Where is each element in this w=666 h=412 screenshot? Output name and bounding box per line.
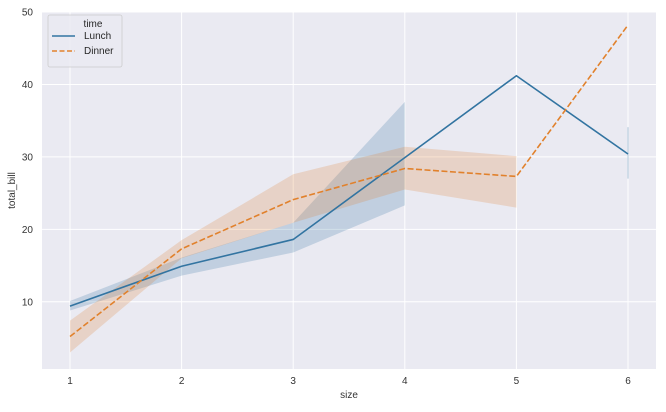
y-tick-label: 30 xyxy=(22,152,34,163)
legend: time Lunch Dinner xyxy=(47,14,123,68)
legend-label-dinner: Dinner xyxy=(84,46,114,57)
series-line-dinner xyxy=(69,24,629,338)
legend-box xyxy=(47,14,123,68)
legend-label-lunch: Lunch xyxy=(84,31,111,42)
y-axis-label: total_bill xyxy=(7,172,18,209)
x-axis-label: size xyxy=(340,390,358,401)
y-tick-label: 50 xyxy=(22,8,34,19)
x-tick-label: 5 xyxy=(514,376,520,387)
legend-title: time xyxy=(84,19,103,30)
x-tick-label: 2 xyxy=(179,376,185,387)
x-tick-label: 6 xyxy=(625,376,631,387)
ci-band-dinner xyxy=(70,146,517,353)
x-tick-label: 3 xyxy=(290,376,296,387)
x-tick-label: 1 xyxy=(67,376,73,387)
y-tick-label: 20 xyxy=(22,225,34,236)
y-tick-label: 10 xyxy=(22,297,34,308)
plot-area xyxy=(42,12,656,369)
series-lines xyxy=(69,24,629,338)
series-line-lunch xyxy=(69,74,629,307)
x-tick-label: 4 xyxy=(402,376,408,387)
grid-lines xyxy=(42,11,656,369)
y-axis-ticks: 10 20 30 40 50 xyxy=(22,8,34,309)
y-tick-label: 40 xyxy=(22,80,34,91)
x-axis-ticks: 1 2 3 4 5 6 xyxy=(67,376,631,387)
